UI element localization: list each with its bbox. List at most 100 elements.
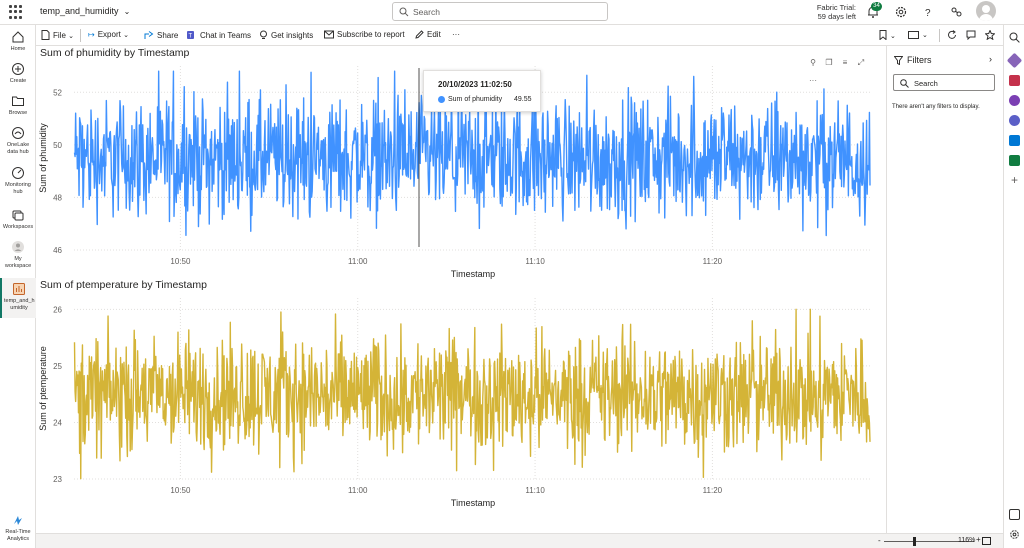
chat-label: Chat in Teams — [200, 31, 251, 40]
search-icon — [900, 79, 909, 88]
y-axis-label: Sum of phumidity — [38, 123, 48, 193]
gear-icon[interactable] — [894, 5, 908, 19]
share-people-icon[interactable] — [949, 5, 963, 19]
notification-count-badge: 34 — [871, 2, 882, 11]
edit-button[interactable]: Edit — [415, 30, 441, 39]
share-icon — [144, 31, 154, 39]
view-button[interactable]: ⌄ — [908, 30, 928, 39]
x-tick-label: 11:20 — [703, 486, 723, 495]
collapse-filters-icon[interactable]: › — [989, 54, 992, 64]
x-tick-label: 11:20 — [703, 257, 723, 266]
more-options-button[interactable]: ··· — [452, 30, 460, 39]
nav-browse[interactable]: Browse — [0, 94, 36, 117]
filters-title: Filters — [907, 55, 932, 65]
app-launcher-icon[interactable] — [9, 5, 23, 19]
favorite-button[interactable] — [984, 29, 998, 41]
sidebar-toggle-icon[interactable] — [1009, 509, 1020, 520]
pin-icon[interactable]: ⚲ — [810, 58, 816, 67]
copy-icon[interactable]: ❐ — [825, 58, 833, 67]
tooltip-series-marker — [438, 96, 445, 103]
share-button[interactable]: Share — [144, 30, 178, 40]
x-axis-label: Timestamp — [451, 498, 495, 508]
chevron-down-icon: ⌄ — [890, 33, 896, 40]
nav-monitoring[interactable]: Monitoring hub — [0, 166, 36, 196]
refresh-button[interactable] — [947, 30, 960, 40]
focus-mode-icon[interactable]: ⤢ — [857, 58, 865, 67]
report-canvas: Sum of phumidity by Timestamp ⚲ ❐ ≡ ⤢ ··· 46… — [36, 46, 886, 533]
office-icon[interactable] — [1009, 115, 1020, 126]
nav-onelake-label: OneLake data hub — [6, 142, 30, 155]
view-icon — [908, 31, 919, 39]
zoom-slider-thumb[interactable] — [913, 537, 916, 546]
people-icon[interactable] — [1009, 95, 1020, 106]
zoom-out-button[interactable]: - — [878, 536, 881, 545]
temperature-line-chart[interactable]: 23 24 25 26 10:50 11:00 11:10 11:20 Timestamp Sum… — [36, 292, 886, 520]
help-icon[interactable]: ? — [921, 5, 935, 19]
nav-workspaces[interactable]: Workspaces — [0, 208, 36, 231]
copilot-icon[interactable] — [1006, 52, 1023, 69]
nav-my-workspace[interactable]: My workspace — [0, 240, 36, 270]
search-icon — [399, 7, 409, 17]
report-toolbar: File ⌄ ↦ Export ⌄ Share T Chat in Teams Ge… — [36, 25, 1003, 46]
y-tick-label: 26 — [53, 305, 62, 314]
right-rail: + — [1003, 25, 1024, 548]
folder-icon — [12, 96, 24, 106]
filter-icon[interactable]: ≡ — [842, 58, 848, 67]
trial-days: 59 days left — [817, 12, 856, 21]
share-label: Share — [157, 31, 179, 40]
outlook-icon[interactable] — [1009, 135, 1020, 146]
report-name-dropdown[interactable]: temp_and_humidity ⌄ — [40, 6, 130, 16]
nav-browse-label: Browse — [8, 110, 28, 116]
chat-in-teams-button[interactable]: T Chat in Teams — [187, 30, 251, 40]
filters-search-placeholder: Search — [914, 79, 938, 88]
trial-status: Fabric Trial: 59 days left — [810, 3, 856, 21]
x-tick-label: 11:00 — [348, 486, 368, 495]
y-tick-label: 23 — [53, 475, 62, 484]
file-label: File — [53, 31, 66, 40]
nav-create-label: Create — [9, 78, 27, 84]
document-icon — [41, 30, 50, 40]
search-icon[interactable] — [1009, 32, 1020, 43]
comment-icon — [966, 30, 976, 41]
filters-pane: Filters › Search There aren't any filter… — [886, 46, 1003, 533]
nav-workload-switcher[interactable]: Real-Time Analytics — [0, 513, 36, 543]
nav-create[interactable]: Create — [0, 62, 36, 85]
chevron-down-icon: ⌄ — [123, 32, 129, 39]
workspaces-icon — [12, 210, 24, 221]
y-tick-label: 52 — [53, 88, 62, 97]
filters-search-input[interactable]: Search — [893, 74, 995, 91]
global-search-input[interactable]: Search — [392, 2, 608, 21]
add-icon[interactable]: + — [1010, 173, 1018, 187]
tooltip-timestamp: 20/10/2023 11:02:50 — [438, 80, 512, 89]
x-tick-label: 11:10 — [525, 257, 545, 266]
nav-home[interactable]: Home — [0, 30, 36, 53]
bookmark-button[interactable]: ⌄ — [879, 30, 896, 41]
nav-current-report[interactable]: temp_and_h umidity — [0, 278, 36, 318]
more-options-icon[interactable]: ··· — [809, 76, 817, 85]
x-axis-label: Timestamp — [451, 269, 495, 279]
export-icon: ↦ — [88, 30, 95, 39]
bookmark-icon — [879, 30, 887, 41]
temperature-chart-title: Sum of ptemperature by Timestamp — [40, 279, 207, 291]
get-insights-button[interactable]: Get insights — [259, 30, 313, 40]
report-icon — [13, 283, 25, 295]
subscribe-label: Subscribe to report — [337, 30, 405, 39]
tooltip-series-value: 49.55 — [514, 96, 532, 103]
file-menu-button[interactable]: File ⌄ — [41, 30, 74, 40]
zoom-slider[interactable] — [884, 541, 974, 542]
zoom-in-button[interactable]: + — [976, 535, 981, 544]
gear-icon[interactable] — [1009, 529, 1020, 540]
nav-onelake[interactable]: OneLake data hub — [0, 126, 36, 156]
subscribe-button[interactable]: Subscribe to report — [324, 30, 405, 39]
toolbox-icon[interactable] — [1009, 75, 1020, 86]
chevron-down-icon: ⌄ — [123, 7, 131, 16]
export-menu-button[interactable]: ↦ Export ⌄ — [88, 30, 129, 39]
monitor-icon — [12, 167, 24, 179]
y-tick-label: 50 — [53, 141, 62, 150]
comment-button[interactable] — [966, 30, 979, 41]
shopping-icon[interactable] — [1009, 155, 1020, 166]
report-name: temp_and_humidity — [40, 6, 119, 16]
plus-circle-icon — [12, 63, 24, 75]
user-avatar[interactable] — [976, 1, 996, 21]
fit-to-page-icon[interactable] — [982, 537, 991, 545]
